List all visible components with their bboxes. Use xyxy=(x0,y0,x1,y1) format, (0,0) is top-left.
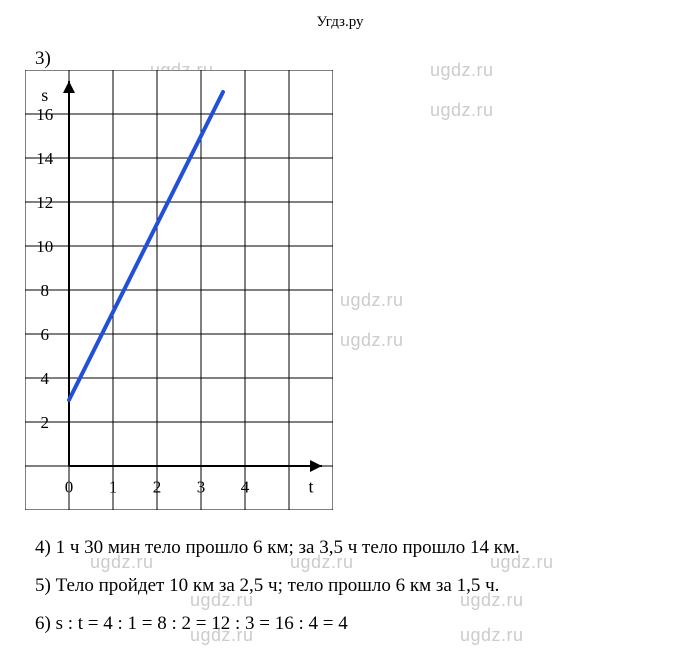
watermark: ugdz.ru xyxy=(430,60,494,81)
svg-text:s: s xyxy=(41,85,48,105)
answer-4: 4) 1 ч 30 мин тело прошло 6 км; за 3,5 ч… xyxy=(35,530,520,566)
svg-text:16: 16 xyxy=(36,105,53,124)
site-header: Угдз.ру xyxy=(0,0,680,39)
svg-text:4: 4 xyxy=(41,369,50,388)
svg-text:0: 0 xyxy=(65,477,74,496)
problem-number: 3) xyxy=(35,48,51,70)
watermark: ugdz.ru xyxy=(430,100,494,121)
watermark: ugdz.ru xyxy=(340,330,404,351)
svg-text:6: 6 xyxy=(41,325,50,344)
page: Угдз.ру 3) ugdz.ru ugdz.ru ugdz.ru ugdz.… xyxy=(0,0,680,657)
chart-container: 01234t246810121416s xyxy=(25,70,333,510)
line-chart: 01234t246810121416s xyxy=(25,70,333,510)
svg-text:10: 10 xyxy=(36,237,53,256)
svg-text:12: 12 xyxy=(36,193,53,212)
watermark: ugdz.ru xyxy=(340,290,404,311)
svg-text:4: 4 xyxy=(241,477,250,496)
svg-text:2: 2 xyxy=(41,413,50,432)
svg-text:14: 14 xyxy=(36,149,54,168)
svg-text:1: 1 xyxy=(109,477,118,496)
svg-text:2: 2 xyxy=(153,477,162,496)
svg-text:3: 3 xyxy=(197,477,206,496)
svg-text:t: t xyxy=(308,476,313,496)
site-name: Угдз.ру xyxy=(317,14,364,30)
answer-5: 5) Тело пройдет 10 км за 2,5 ч; тело про… xyxy=(35,568,520,604)
answer-6: 6) s : t = 4 : 1 = 8 : 2 = 12 : 3 = 16 :… xyxy=(35,606,520,642)
svg-text:8: 8 xyxy=(41,281,50,300)
answers-block: 4) 1 ч 30 мин тело прошло 6 км; за 3,5 ч… xyxy=(35,530,520,644)
